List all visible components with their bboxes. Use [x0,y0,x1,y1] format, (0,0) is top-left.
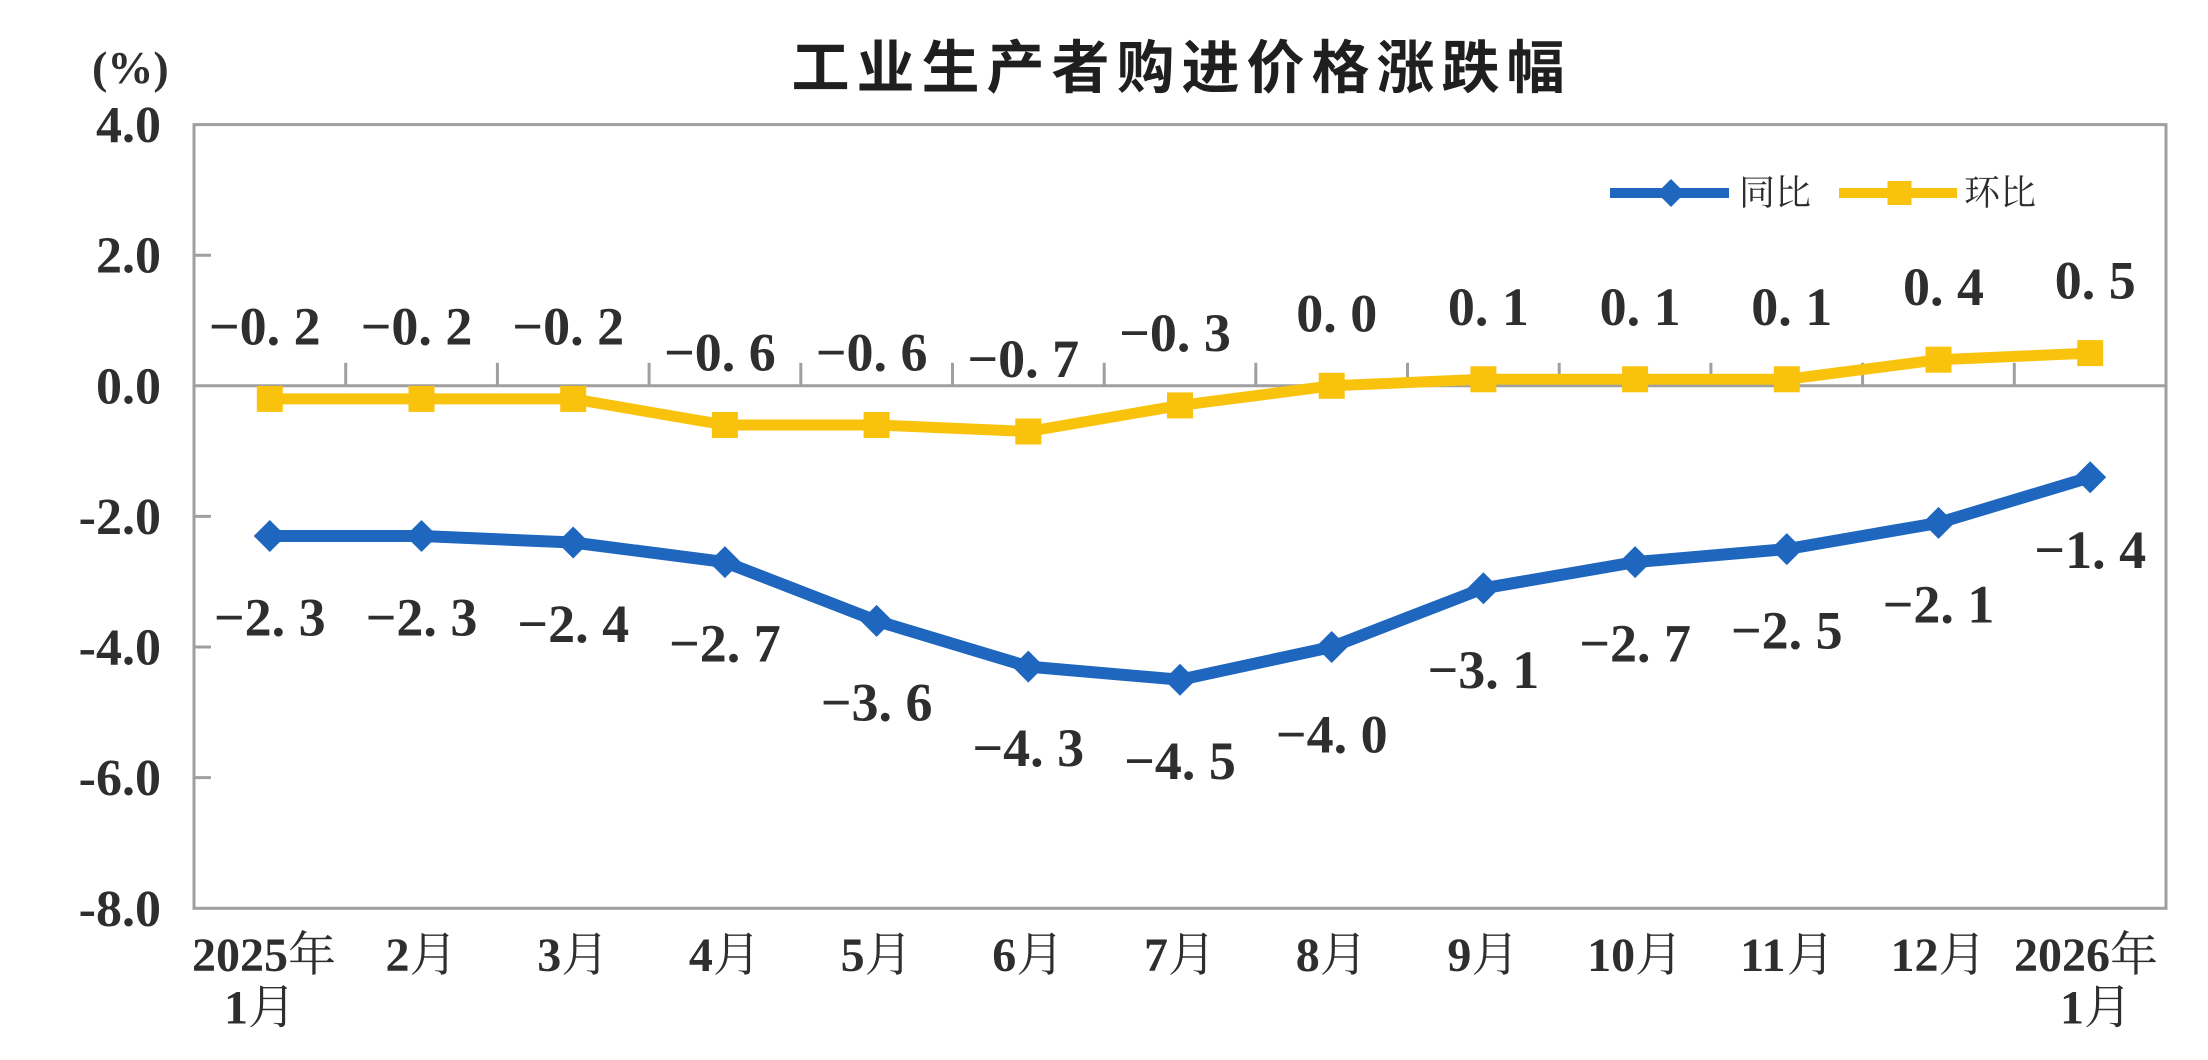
svg-text:0. 1: 0. 1 [1751,277,1832,337]
svg-text:2026: 2026 [2014,929,2110,982]
svg-text:−2. 3: −2. 3 [366,588,478,648]
svg-text:-6.0: -6.0 [79,750,161,807]
svg-text:11: 11 [1740,929,1785,982]
svg-text:4: 4 [689,929,713,982]
svg-text:0. 4: 0. 4 [1903,257,1984,317]
svg-text:−0. 6: −0. 6 [664,323,776,383]
svg-text:0. 5: 0. 5 [2055,251,2136,311]
svg-text:−0. 2: −0. 2 [209,296,321,356]
svg-text:−4. 0: −4. 0 [1276,705,1388,765]
svg-text:2.0: 2.0 [96,228,161,285]
svg-text:−2. 3: −2. 3 [214,588,326,648]
svg-text:−4. 3: −4. 3 [972,718,1084,778]
svg-text:−0. 2: −0. 2 [512,296,624,356]
svg-text:10: 10 [1587,929,1635,982]
svg-text:2025: 2025 [192,929,288,982]
svg-text:6: 6 [992,929,1016,982]
svg-text:3: 3 [537,929,561,982]
svg-text:(%): (%) [92,42,169,93]
svg-text:4.0: 4.0 [96,97,161,154]
svg-text:-8.0: -8.0 [79,881,161,938]
svg-text:0. 1: 0. 1 [1448,277,1529,337]
svg-text:−0. 3: −0. 3 [1119,303,1231,363]
svg-text:−0. 2: −0. 2 [361,296,473,356]
svg-text:−2. 5: −2. 5 [1731,601,1843,661]
svg-text:−2. 7: −2. 7 [669,614,781,674]
svg-text:1: 1 [224,982,248,1035]
svg-text:-2.0: -2.0 [79,489,161,546]
svg-text:-4.0: -4.0 [79,620,161,677]
svg-text:0.0: 0.0 [96,358,161,415]
svg-text:7: 7 [1144,929,1168,982]
svg-text:−3. 6: −3. 6 [821,672,933,732]
svg-text:2: 2 [386,929,410,982]
svg-text:12: 12 [1891,929,1939,982]
svg-text:−2. 1: −2. 1 [1883,574,1995,634]
svg-text:−2. 7: −2. 7 [1579,614,1691,674]
svg-text:−2. 4: −2. 4 [517,594,629,654]
svg-text:−0. 6: −0. 6 [816,323,928,383]
svg-text:0. 1: 0. 1 [1600,277,1681,337]
svg-text:1: 1 [2060,982,2084,1035]
svg-text:0. 0: 0. 0 [1296,283,1377,343]
svg-text:−3. 1: −3. 1 [1428,640,1540,700]
svg-text:8: 8 [1296,929,1320,982]
svg-text:5: 5 [841,929,865,982]
svg-text:−4. 5: −4. 5 [1124,731,1236,791]
svg-text:−0. 7: −0. 7 [967,329,1079,389]
svg-text:−1. 4: −1. 4 [2034,520,2146,580]
svg-text:9: 9 [1447,929,1471,982]
